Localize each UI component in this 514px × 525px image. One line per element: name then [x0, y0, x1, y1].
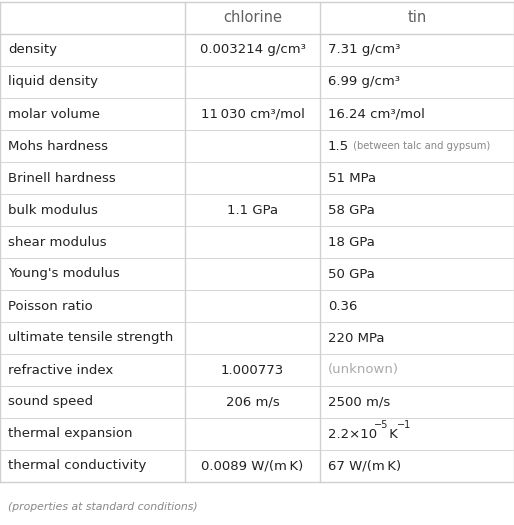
Text: 1.000773: 1.000773 — [221, 363, 284, 376]
Text: ultimate tensile strength: ultimate tensile strength — [8, 331, 173, 344]
Text: chlorine: chlorine — [223, 10, 282, 26]
Text: 11 030 cm³/mol: 11 030 cm³/mol — [200, 108, 304, 121]
Text: thermal expansion: thermal expansion — [8, 427, 133, 440]
Text: 51 MPa: 51 MPa — [328, 172, 376, 184]
Text: 18 GPa: 18 GPa — [328, 236, 375, 248]
Text: liquid density: liquid density — [8, 76, 98, 89]
Text: sound speed: sound speed — [8, 395, 93, 408]
Text: −5: −5 — [374, 420, 389, 430]
Text: (unknown): (unknown) — [328, 363, 399, 376]
Text: bulk modulus: bulk modulus — [8, 204, 98, 216]
Text: 0.003214 g/cm³: 0.003214 g/cm³ — [199, 44, 305, 57]
Text: 0.36: 0.36 — [328, 299, 357, 312]
Text: (between talc and gypsum): (between talc and gypsum) — [350, 141, 490, 151]
Text: density: density — [8, 44, 57, 57]
Text: 50 GPa: 50 GPa — [328, 268, 375, 280]
Text: tin: tin — [408, 10, 427, 26]
Text: (properties at standard conditions): (properties at standard conditions) — [8, 502, 197, 512]
Text: Young's modulus: Young's modulus — [8, 268, 120, 280]
Text: 67 W/(m K): 67 W/(m K) — [328, 459, 401, 472]
Text: 6.99 g/cm³: 6.99 g/cm³ — [328, 76, 400, 89]
Text: Brinell hardness: Brinell hardness — [8, 172, 116, 184]
Text: K: K — [385, 427, 398, 440]
Text: 0.0089 W/(m K): 0.0089 W/(m K) — [201, 459, 304, 472]
Text: 1.5: 1.5 — [328, 140, 349, 152]
Text: 2500 m/s: 2500 m/s — [328, 395, 390, 408]
Text: 206 m/s: 206 m/s — [226, 395, 280, 408]
Text: 58 GPa: 58 GPa — [328, 204, 375, 216]
Text: 2.2×10: 2.2×10 — [328, 427, 377, 440]
Text: refractive index: refractive index — [8, 363, 113, 376]
Text: Poisson ratio: Poisson ratio — [8, 299, 93, 312]
Text: molar volume: molar volume — [8, 108, 100, 121]
Text: Mohs hardness: Mohs hardness — [8, 140, 108, 152]
Text: shear modulus: shear modulus — [8, 236, 106, 248]
Text: 7.31 g/cm³: 7.31 g/cm³ — [328, 44, 400, 57]
Text: 220 MPa: 220 MPa — [328, 331, 384, 344]
Text: 16.24 cm³/mol: 16.24 cm³/mol — [328, 108, 425, 121]
Text: thermal conductivity: thermal conductivity — [8, 459, 146, 472]
Text: −1: −1 — [397, 420, 411, 430]
Text: 1.1 GPa: 1.1 GPa — [227, 204, 278, 216]
